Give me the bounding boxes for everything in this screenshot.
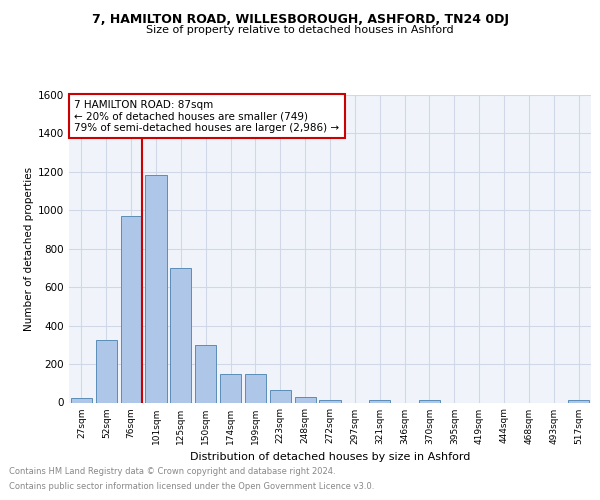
Bar <box>245 374 266 402</box>
Bar <box>195 345 216 403</box>
Bar <box>319 400 341 402</box>
Bar <box>96 340 117 402</box>
Text: Contains HM Land Registry data © Crown copyright and database right 2024.: Contains HM Land Registry data © Crown c… <box>9 467 335 476</box>
X-axis label: Distribution of detached houses by size in Ashford: Distribution of detached houses by size … <box>190 452 470 462</box>
Bar <box>295 396 316 402</box>
Bar <box>220 374 241 402</box>
Y-axis label: Number of detached properties: Number of detached properties <box>24 166 34 331</box>
Text: Contains public sector information licensed under the Open Government Licence v3: Contains public sector information licen… <box>9 482 374 491</box>
Bar <box>145 175 167 402</box>
Bar <box>121 216 142 402</box>
Bar <box>71 398 92 402</box>
Text: Size of property relative to detached houses in Ashford: Size of property relative to detached ho… <box>146 25 454 35</box>
Bar <box>568 400 589 402</box>
Text: 7, HAMILTON ROAD, WILLESBOROUGH, ASHFORD, TN24 0DJ: 7, HAMILTON ROAD, WILLESBOROUGH, ASHFORD… <box>91 12 509 26</box>
Bar <box>419 400 440 402</box>
Text: 7 HAMILTON ROAD: 87sqm
← 20% of detached houses are smaller (749)
79% of semi-de: 7 HAMILTON ROAD: 87sqm ← 20% of detached… <box>74 100 340 133</box>
Bar <box>170 268 191 402</box>
Bar <box>270 390 291 402</box>
Bar <box>369 400 390 402</box>
